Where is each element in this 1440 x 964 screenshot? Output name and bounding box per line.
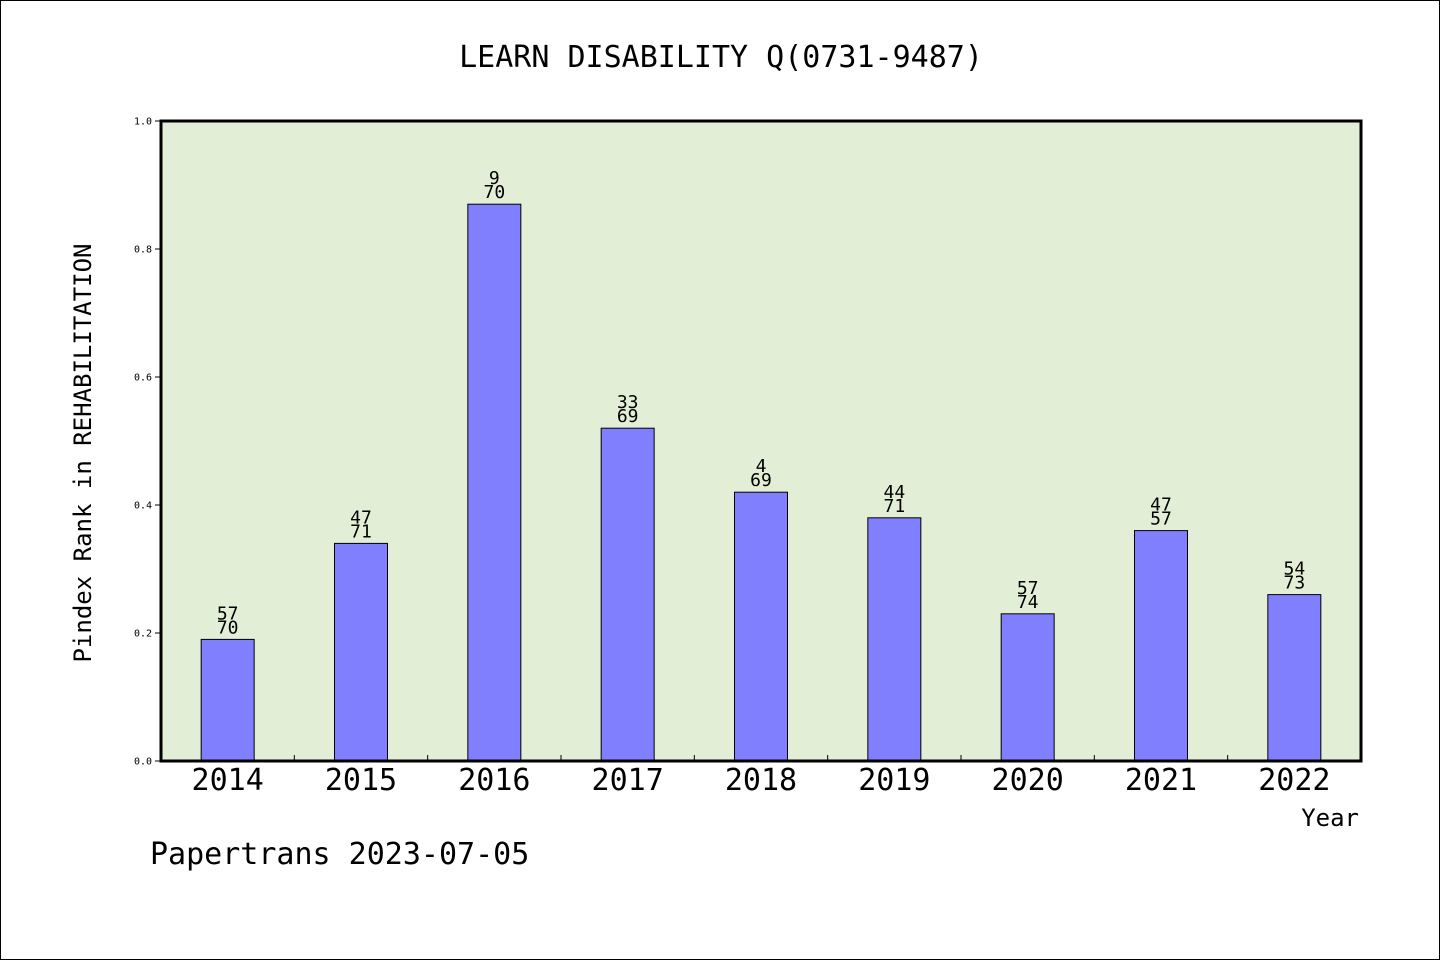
bar-total-label: 69 [750,470,772,491]
bar-total-label: 71 [883,496,905,517]
bar-rank-label: 57 [217,603,239,624]
bar-2014 [200,638,255,762]
x-tick-label: 2021 [1125,763,1197,798]
bar-rank-label: 33 [617,392,639,413]
y-axis-ticks: 0.0 0.2 0.4 0.6 0.8 1.0 [134,117,161,768]
bar-rank-label: 47 [350,507,372,528]
bar-total-label: 57 [1150,509,1172,530]
bar-total-label: 73 [1283,573,1305,594]
bar-2015 [334,542,388,762]
bar-rank-label: 54 [1283,559,1305,580]
bar-2017 [600,427,655,762]
y-tick-label: 0.6 [134,373,152,384]
x-tick-label: 2020 [992,763,1064,798]
y-tick-label: 0.2 [134,629,152,640]
x-tick-label: 2019 [858,763,930,798]
bar-total-label: 69 [617,406,639,427]
bar-rank-label: 47 [1150,495,1172,516]
bar-2019 [867,517,922,762]
y-tick-label: 0.0 [134,757,152,768]
bar-2021 [1134,530,1188,762]
chart-title: LEARN DISABILITY Q(0731-9487) [459,40,983,75]
footer-text: Papertrans 2023-07-05 [150,837,529,872]
bar-2020 [1000,613,1055,762]
y-tick-label: 0.8 [134,245,152,256]
x-axis-label: Year [1301,804,1359,832]
x-tick-label: 2018 [725,763,797,798]
bar-rank-label: 57 [1017,578,1039,599]
plot-border [159,119,1363,763]
y-axis-label: Pindex Rank in REHABILITATION [69,243,97,662]
x-tick-label: 2015 [325,763,397,798]
bar-total-label: 70 [217,617,239,638]
bar-rank-label: 44 [883,482,905,503]
bar-total-label: 70 [483,182,505,203]
x-tick-label: 2016 [458,763,530,798]
bar-2022 [1267,594,1322,762]
bar-total-label: 71 [350,521,372,542]
bar-rank-label: 9 [489,168,500,189]
y-tick-label: 0.4 [134,501,152,512]
x-tick-label: 2022 [1258,763,1330,798]
bar-2018 [734,491,788,762]
bar-total-label: 74 [1017,592,1039,613]
bar-rank-label: 4 [756,456,767,477]
x-tick-label: 2017 [592,763,664,798]
x-tick-label: 2014 [192,763,264,798]
bar-2016 [467,203,522,762]
bars [200,203,1322,762]
x-axis-ticks: 2014 2015 2016 2017 2018 2019 2020 2021 2022 [192,755,1330,798]
y-tick-label: 1.0 [134,117,152,128]
